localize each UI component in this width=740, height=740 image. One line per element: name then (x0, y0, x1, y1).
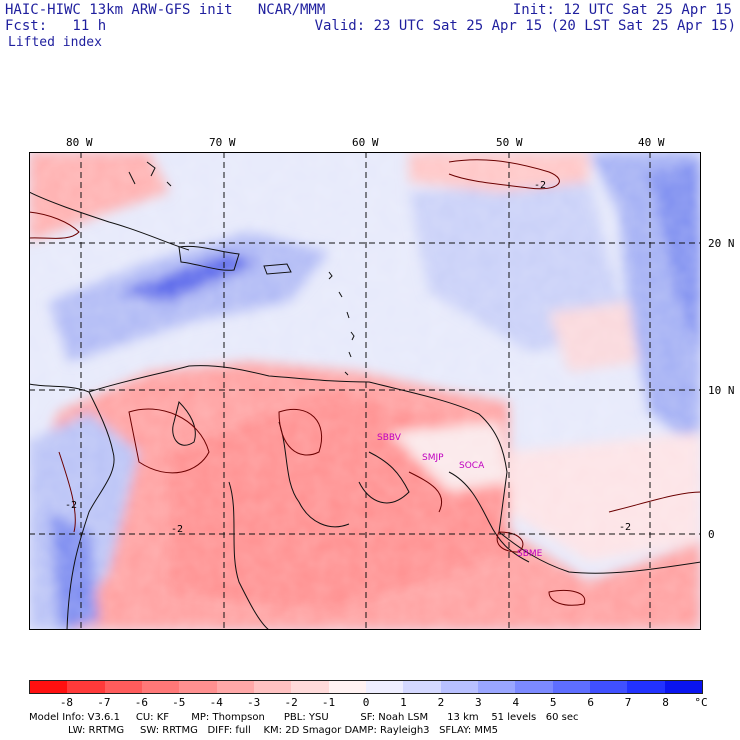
colorbar-tick-label: -3 (247, 696, 261, 709)
colorbar-tick-label: -1 (321, 696, 336, 709)
lon-label-40w: 40 W (638, 136, 665, 149)
colorbar-tick-label: 8 (662, 696, 669, 709)
map-canvas: -2 -2 -2 -2 SBBV SMJP SOCA SBME (29, 152, 701, 630)
colorbar-cell (291, 681, 329, 693)
graticule (29, 152, 701, 630)
field-name: Lifted index (8, 35, 102, 50)
field-texture (29, 152, 701, 630)
lon-label-60w: 60 W (352, 136, 379, 149)
colorbar-tick-label: 4 (512, 696, 520, 709)
contour-label: -2 (619, 522, 631, 533)
colorbar-tick-label: 5 (549, 696, 557, 709)
colorbar-cell (216, 681, 254, 693)
colorbar-cell (253, 681, 292, 693)
colorbar-cell (664, 681, 702, 693)
colorbar-cell (552, 681, 590, 693)
colorbar-tick-label: -4 (209, 696, 223, 709)
colorbar-tick-label: -5 (172, 696, 186, 709)
colorbar-ticks: -8 -7 -6 -5 -4 -3 -2 -1 0 1 2 3 4 5 6 7 8 °C (29, 696, 708, 710)
colorbar-tick-label: 7 (624, 696, 632, 709)
colorbar-tick-label: -7 (97, 696, 111, 709)
colorbar-cell (477, 681, 516, 693)
colorbar-cell (589, 681, 628, 693)
lon-label-70w: 70 W (209, 136, 236, 149)
colorbar-cell (179, 681, 217, 693)
site-sbme: SBME (517, 549, 543, 559)
colorbar-tick-label: 3 (475, 696, 482, 709)
lon-label-50w: 50 W (496, 136, 523, 149)
colorbar-tick-label: -8 (59, 696, 74, 709)
lat-label-20n: 20 N (708, 237, 735, 250)
colorbar-cell (627, 681, 665, 693)
model-info-line1: Model Info: V3.6.1 CU: KF MP: Thompson P… (29, 712, 579, 723)
site-sbbv: SBBV (377, 433, 402, 443)
site-soca: SOCA (459, 461, 485, 471)
lat-label-0: 0 (708, 528, 715, 541)
coastlines (29, 191, 701, 630)
lon-label-80w: 80 W (66, 136, 93, 149)
colorbar-cell (515, 681, 553, 693)
colorbar (29, 680, 703, 694)
contour-label: -2 (171, 524, 183, 535)
contour-label: -2 (534, 180, 546, 191)
colorbar-tick-label: 6 (587, 696, 594, 709)
colorbar-cell (30, 681, 68, 693)
colorbar-tick-label: 0 (362, 696, 370, 709)
colorbar-cell (365, 681, 404, 693)
contour-lines (29, 159, 701, 606)
colorbar-cell (403, 681, 441, 693)
colorbar-cell (67, 681, 105, 693)
lifted-index-map: -2 -2 -2 -2 SBBV SMJP SOCA SBME (29, 152, 701, 630)
colorbar-tick-label: 1 (400, 696, 407, 709)
site-smjp: SMJP (422, 453, 444, 463)
contour-label: -2 (65, 500, 77, 511)
init-time: Init: 12 UTC Sat 25 Apr 15 (512, 2, 732, 18)
valid-time: Valid: 23 UTC Sat 25 Apr 15 (20 LST Sat … (314, 18, 736, 34)
map-border (29, 152, 701, 630)
colorbar-cell (141, 681, 180, 693)
colorbar-cell (328, 681, 366, 693)
colorbar-unit: °C (694, 696, 708, 709)
lesser-antilles (128, 161, 355, 376)
colorbar-cell (440, 681, 478, 693)
colorbar-cell (104, 681, 142, 693)
forecast-hour: Fcst: 11 h (5, 18, 107, 34)
model-title: HAIC-HIWC 13km ARW-GFS init NCAR/MMM (5, 2, 326, 18)
colorbar-tick-label: 2 (437, 696, 445, 709)
lat-label-10n: 10 N (708, 384, 735, 397)
model-info-line2: LW: RRTMG SW: RRTMG DIFF: full KM: 2D Sm… (68, 725, 498, 736)
colorbar-tick-label: -2 (284, 696, 298, 709)
colorbar-tick-label: -6 (134, 696, 148, 709)
